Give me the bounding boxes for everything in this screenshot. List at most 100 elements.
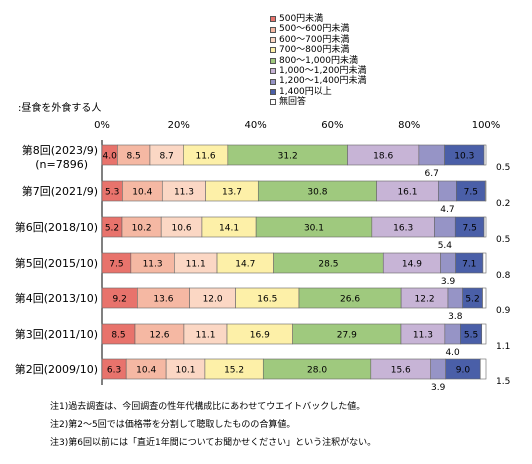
data-label: 11.3: [174, 188, 194, 198]
legend-label: 600～700円未満: [279, 34, 350, 45]
data-label: 27.9: [337, 331, 357, 341]
data-label: 11.3: [143, 260, 163, 270]
bar-segment: [483, 144, 487, 166]
data-label: 13.7: [222, 188, 242, 198]
data-label: 16.5: [257, 295, 277, 305]
legend-item: 無回答: [270, 97, 367, 107]
data-label: 4.0: [103, 152, 118, 162]
data-label: 11.6: [196, 152, 216, 162]
x-tick-label: 40%: [244, 120, 266, 131]
legend-swatch: [270, 16, 276, 23]
data-label: 9.0: [456, 366, 471, 376]
data-label: 8.5: [126, 152, 140, 162]
legend-swatch: [270, 68, 276, 75]
data-label: 1.5: [496, 377, 510, 387]
data-label: 10.4: [136, 366, 156, 376]
legend-label: 1,400円以上: [279, 86, 332, 97]
x-tick-label: 60%: [321, 120, 343, 131]
legend-swatch: [270, 88, 276, 95]
legend-item: 1,400円以上: [270, 87, 367, 97]
data-label: 4.0: [445, 348, 460, 358]
category-label: 第3回(2011/10): [15, 327, 98, 341]
data-label: 15.6: [391, 366, 411, 376]
data-label: 6.3: [107, 366, 121, 376]
category-label: 第2回(2009/10): [15, 362, 98, 376]
data-label: 9.2: [112, 295, 126, 305]
legend-swatch: [270, 36, 276, 43]
bar-segment: [479, 358, 487, 380]
data-label: 11.1: [186, 260, 206, 270]
legend-label: 1,000～1,200円未満: [279, 65, 367, 76]
legend-label: 700～800円未満: [279, 45, 350, 56]
data-label: 16.3: [393, 224, 413, 234]
category-label: 第8回(2023/9): [22, 143, 98, 157]
legend-swatch: [270, 47, 276, 54]
data-label: 14.1: [219, 224, 239, 234]
data-label: 0.9: [496, 306, 511, 316]
category-label: 第6回(2018/10): [15, 220, 98, 234]
legend-item: 700～800円未満: [270, 45, 367, 55]
data-label: 7.5: [464, 188, 478, 198]
footnote-2: 注2)第2～5回では価格帯を分割して聴取したものの合算値。: [50, 420, 296, 430]
data-label: 30.1: [304, 224, 324, 234]
chart-subtitle: :昼食を外食する人: [18, 103, 102, 114]
data-label: 10.6: [172, 224, 192, 234]
data-label: 12.0: [203, 295, 223, 305]
data-label: 6.7: [425, 169, 439, 179]
x-tick-label: 100%: [472, 120, 501, 131]
data-label: 28.0: [307, 366, 327, 376]
data-label: 26.6: [340, 295, 360, 305]
bar-segment: [483, 216, 487, 238]
bar-segment: [484, 180, 487, 202]
legend: 500円未満 500～600円未満 600～700円未満 700～800円未満 800～…: [270, 14, 367, 108]
data-label: 5.2: [105, 224, 119, 234]
data-label: 14.9: [402, 260, 422, 270]
data-label: 15.2: [224, 366, 244, 376]
data-label: 8.7: [159, 152, 173, 162]
data-label: 5.2: [465, 295, 479, 305]
data-label: 31.2: [278, 152, 298, 162]
bar-segment: [481, 323, 487, 345]
data-label: 12.2: [415, 295, 435, 305]
bar-segment: [438, 180, 457, 202]
legend-swatch: [270, 78, 276, 85]
data-label: 12.6: [149, 331, 169, 341]
data-label: 7.5: [462, 224, 476, 234]
data-label: 10.2: [132, 224, 152, 234]
data-label: 7.5: [109, 260, 123, 270]
legend-swatch: [270, 57, 276, 64]
data-label: 0.5: [496, 235, 510, 245]
legend-label: 500～600円未満: [279, 24, 350, 35]
data-label: 0.8: [496, 271, 511, 281]
data-label: 16.1: [397, 188, 417, 198]
footnotes: 注1)過去調査は、今回調査の性年代構成比にあわせてウエイトバックした値。 注2)…: [50, 398, 376, 452]
bar-segment: [430, 358, 446, 380]
category-label: 第7回(2021/9): [22, 184, 98, 198]
x-tick-label: 0%: [94, 120, 110, 131]
legend-label: 800～1,000円未満: [279, 55, 358, 66]
x-tick-label: 80%: [398, 120, 420, 131]
data-label: 3.9: [441, 277, 456, 287]
legend-item: 1,000～1,200円未満: [270, 66, 367, 76]
legend-item: 500円未満: [270, 14, 367, 24]
data-label: 8.5: [111, 331, 125, 341]
data-label: 11.1: [195, 331, 215, 341]
data-label: 10.4: [132, 188, 152, 198]
category-label: 第5回(2015/10): [15, 256, 98, 270]
legend-swatch: [270, 26, 276, 33]
data-label: 5.4: [438, 241, 453, 251]
legend-item: 500～600円未満: [270, 24, 367, 34]
legend-label: 無回答: [279, 97, 307, 108]
data-label: 10.3: [454, 152, 474, 162]
bar-segment: [482, 287, 487, 309]
data-label: 3.8: [448, 312, 463, 322]
bar-segment: [447, 287, 463, 309]
data-label: 13.6: [153, 295, 173, 305]
data-label: 16.9: [250, 331, 270, 341]
bar-segment: [418, 144, 445, 166]
data-label: 0.2: [496, 199, 510, 209]
data-label: 3.9: [431, 383, 446, 393]
legend-label: 1,200～1,400円未満: [279, 76, 367, 87]
data-label: 28.5: [318, 260, 338, 270]
